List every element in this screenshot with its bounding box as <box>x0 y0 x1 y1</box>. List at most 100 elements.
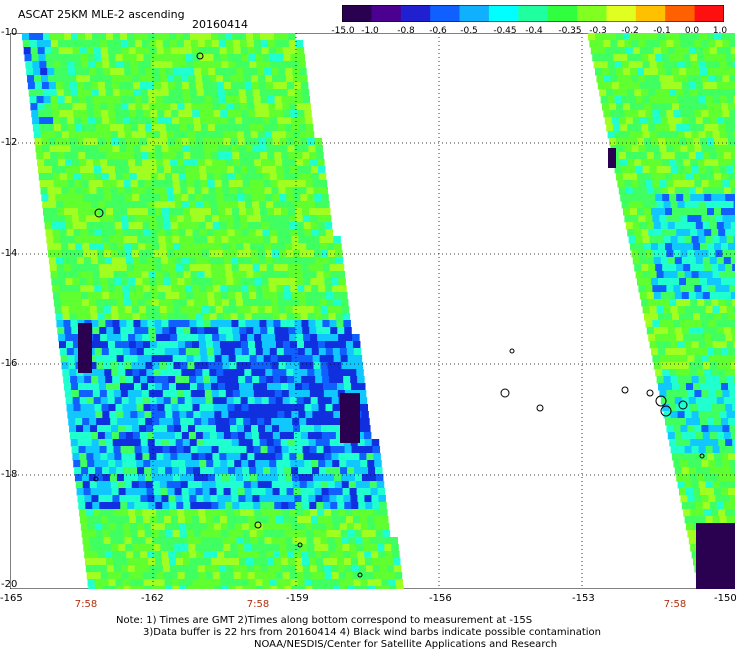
swath-cell <box>53 117 61 125</box>
swath-cell <box>212 278 220 286</box>
swath-cell <box>220 460 228 468</box>
swath-cell <box>46 236 54 244</box>
swath-cell <box>238 89 247 97</box>
swath-cell <box>337 327 345 335</box>
swath-cell <box>224 320 232 328</box>
swath-cell <box>227 404 236 412</box>
swath-cell <box>146 194 154 202</box>
swath-cell <box>666 215 674 223</box>
swath-cell <box>87 54 96 62</box>
swath-cell <box>98 320 106 328</box>
swath-cell <box>303 159 311 167</box>
swath-cell <box>47 243 55 251</box>
swath-cell <box>656 96 665 104</box>
swath-cell <box>87 110 95 118</box>
swath-cell <box>272 369 280 377</box>
swath-cell <box>173 481 182 489</box>
swath-cell <box>221 586 229 589</box>
swath-cell <box>645 285 653 293</box>
swath-cell <box>335 432 344 440</box>
swath-cell <box>75 131 84 139</box>
swath-cell <box>278 537 286 545</box>
swath-cell <box>732 89 735 97</box>
swath-cell <box>240 103 248 111</box>
swath-cell <box>347 474 356 482</box>
swath-cell <box>77 376 85 384</box>
swath-cell <box>182 201 190 209</box>
swath-cell <box>326 292 334 300</box>
swath-cell <box>118 194 126 202</box>
swath-cell <box>106 215 115 223</box>
swath-cell <box>128 334 136 342</box>
swath-cell <box>281 502 289 510</box>
swath-cell <box>117 187 125 195</box>
swath-cell <box>219 103 227 111</box>
swath-cell <box>287 264 296 272</box>
swath-cell <box>113 558 121 566</box>
swath-cell <box>621 61 630 69</box>
swath-cell <box>358 390 367 398</box>
swath-cell <box>165 292 173 300</box>
swath-cell <box>247 103 255 111</box>
swath-cell <box>240 509 248 517</box>
swath-cell <box>287 551 295 559</box>
swath-cell <box>241 579 250 587</box>
swath-cell <box>181 313 190 321</box>
swath-cell <box>309 271 318 279</box>
swath-cell <box>729 250 735 258</box>
swath-cell <box>190 271 199 279</box>
swath-cell <box>98 439 107 447</box>
swath-cell <box>303 341 312 349</box>
swath-cell <box>649 61 658 69</box>
swath-cell <box>54 131 63 139</box>
swath-cell <box>143 348 152 356</box>
swath-cell <box>162 33 170 41</box>
swath-cell <box>707 208 715 216</box>
swath-cell <box>707 173 715 181</box>
swath-cell <box>718 229 726 237</box>
swath-cell <box>282 278 290 286</box>
lon-label: -150 <box>714 593 737 604</box>
swath-cell <box>130 299 139 307</box>
swath-cell <box>206 285 214 293</box>
swath-cell <box>118 257 127 265</box>
swath-cell <box>714 103 722 111</box>
swath-cell <box>213 404 222 412</box>
swath-cell <box>77 495 85 503</box>
swath-cell <box>211 271 220 279</box>
swath-cell <box>149 453 157 461</box>
swath-cell <box>630 33 638 41</box>
swath-cell <box>666 285 674 293</box>
swath-cell <box>258 250 266 258</box>
swath-cell <box>667 327 676 335</box>
swath-cell <box>206 460 214 468</box>
swath-cell <box>124 481 133 489</box>
swath-cell <box>642 201 651 209</box>
swath-cell <box>301 439 310 447</box>
swath-cell <box>36 33 44 41</box>
swath-cell <box>104 369 112 377</box>
swath-cell <box>662 264 670 272</box>
swath-cell <box>53 299 62 307</box>
swath-cell <box>222 306 231 314</box>
swath-cell <box>704 474 712 482</box>
swath-cell <box>658 383 666 391</box>
swath-cell <box>263 474 272 482</box>
swath-cell <box>128 453 136 461</box>
swath-cell <box>192 460 200 468</box>
swath-cell <box>101 173 110 181</box>
swath-cell <box>219 222 228 230</box>
swath-cell <box>204 502 212 510</box>
swath-cell <box>71 327 79 335</box>
swath-cell <box>297 460 305 468</box>
swath-cell <box>728 278 735 286</box>
swath-cell <box>281 390 290 398</box>
swath-cell <box>385 551 393 559</box>
swath-cell <box>219 397 228 405</box>
swath-cell <box>651 68 659 76</box>
swath-cell <box>305 411 313 419</box>
swath-cell <box>328 432 337 440</box>
swath-cell <box>122 404 131 412</box>
swath-cell <box>627 54 635 62</box>
swath-cell <box>660 117 669 125</box>
